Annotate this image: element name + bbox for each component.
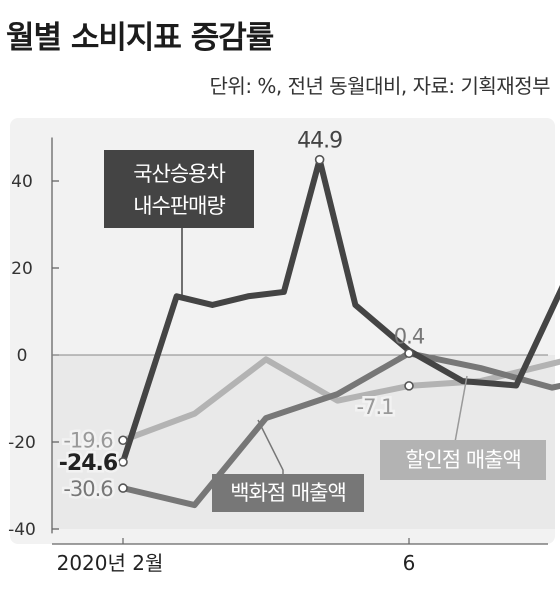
chart-title: 월별 소비지표 증감률 — [6, 20, 274, 56]
chart-subtitle: 단위: %, 전년 동월대비, 자료: 기획재정부 — [209, 74, 551, 98]
discount-start-label: -19.6 — [63, 428, 113, 452]
discount-leader-line — [454, 375, 468, 443]
discount-mid-label-halo: -7.1 — [357, 395, 394, 419]
discount-start-point — [118, 435, 128, 446]
dept-start-label: -30.6 — [63, 477, 113, 501]
discount-mid-point — [404, 381, 414, 391]
series-line — [120, 350, 560, 509]
y-tick-label: 20 — [11, 259, 33, 279]
discount-start-label-halo: -19.6 — [63, 428, 113, 452]
car-start-label: -24.6 — [59, 451, 118, 476]
dept-mid-point — [404, 348, 414, 359]
car-peak-point — [314, 154, 325, 165]
car-legend-line-2: 내수판매량 — [133, 194, 225, 218]
dept-legend-box — [212, 474, 364, 512]
dept-legend-label: 백화점 매출액 — [230, 481, 346, 505]
y-tick-label: -40 — [8, 520, 36, 540]
car-start-label-halo: -24.6 — [59, 451, 118, 476]
dept-start-point — [118, 483, 128, 493]
series-line — [120, 156, 560, 466]
car-peak-label: 44.9 — [297, 129, 342, 154]
discount-legend-box — [380, 440, 546, 480]
car-legend-box — [104, 150, 254, 228]
series-line — [120, 356, 560, 444]
y-tick-label: 0 — [17, 346, 28, 366]
x-tick-label: 6 — [403, 551, 416, 575]
x-tick-label: 2020년 2월 — [57, 551, 164, 575]
discount-mid-label: -7.1 — [357, 395, 394, 419]
dept-mid-label: 0.4 — [394, 324, 425, 348]
dept-start-label-halo: -30.6 — [63, 477, 113, 501]
y-tick-label: 40 — [11, 172, 33, 192]
car-legend-line-1: 국산승용차 — [133, 162, 225, 186]
discount-legend-label: 할인점 매출액 — [405, 448, 521, 472]
y-tick-label: -20 — [8, 433, 36, 453]
car-start-point — [118, 457, 128, 467]
